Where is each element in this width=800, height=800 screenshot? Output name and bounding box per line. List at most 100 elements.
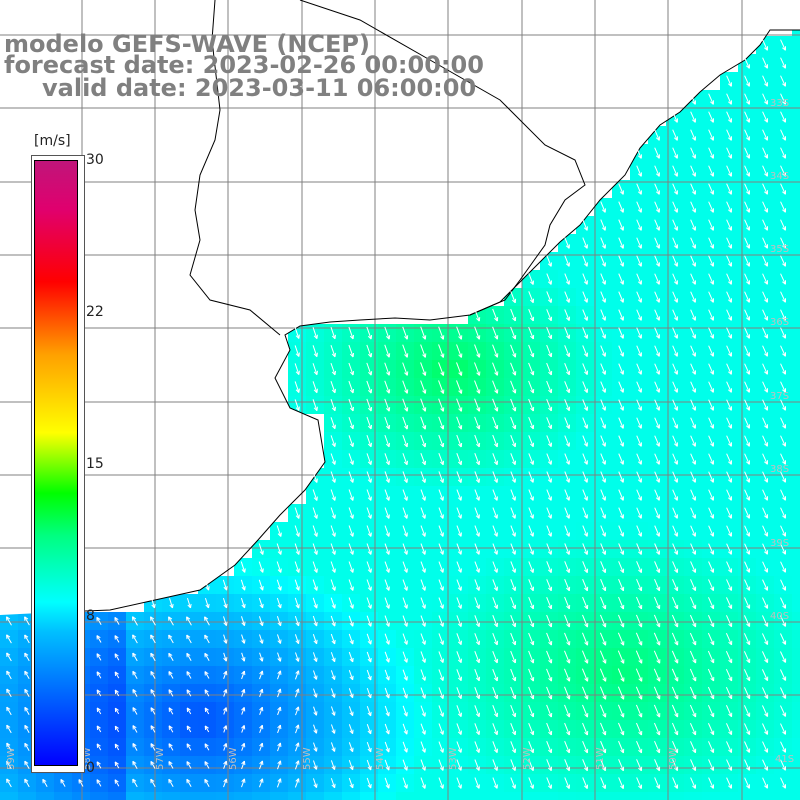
wind-arrow [348,777,354,789]
wind-arrow [438,597,444,609]
wind-arrow [636,255,642,267]
wind-arrow [528,579,535,592]
wind-arrow [330,778,336,789]
wind-arrow [636,201,642,213]
wind-arrow [690,525,696,537]
wind-arrow [186,778,192,787]
wind-cell [306,792,324,800]
wind-arrow [780,651,787,663]
wind-arrow [636,489,642,501]
wind-arrow [223,652,228,662]
wind-arrow [690,273,696,285]
wind-arrow [726,75,732,87]
wind-arrow [151,597,156,609]
wind-arrow [582,632,589,646]
wind-arrow [528,561,535,573]
wind-arrow [564,255,570,267]
wind-arrow [114,761,120,769]
wind-arrow [24,742,30,751]
wind-arrow [618,399,624,411]
wind-cell [234,792,252,800]
wind-arrow [259,634,264,644]
wind-arrow [582,614,589,628]
wind-arrow [672,201,678,213]
wind-arrow [259,724,264,733]
wind-arrow [582,363,589,375]
wind-cell [792,450,800,468]
wind-arrow [150,743,156,751]
wind-arrow [564,596,571,610]
wind-arrow [744,543,751,555]
wind-arrow [366,453,372,465]
wind-arrow [510,453,517,466]
wind-arrow [600,596,607,610]
wind-arrow [492,489,498,501]
wind-arrow [564,489,570,501]
wind-arrow [743,669,751,682]
wind-arrow [438,561,444,573]
wind-arrow [726,417,732,429]
wind-cell [450,792,468,800]
wind-cell [468,792,486,800]
wind-arrow [636,165,642,177]
wind-arrow [510,489,516,501]
wind-arrow [725,615,733,628]
wind-cell [792,576,800,594]
wind-arrow [600,614,607,628]
wind-arrow [330,688,336,698]
wind-arrow [456,579,462,591]
wind-arrow [312,399,318,412]
wind-cell [738,792,756,800]
wind-arrow [186,634,192,644]
wind-arrow [456,759,462,771]
wind-arrow [258,543,264,555]
wind-arrow [582,381,589,393]
wind-arrow [492,723,499,736]
wind-arrow [402,416,409,430]
wind-arrow [564,471,570,483]
wind-arrow [186,689,192,697]
wind-arrow [600,453,606,465]
wind-arrow [708,381,714,393]
wind-arrow [636,327,642,339]
wind-arrow [384,507,390,519]
wind-arrow [402,525,408,537]
wind-arrow [241,670,246,680]
wind-arrow [707,723,715,736]
wind-arrow [546,741,553,754]
wind-arrow [348,525,354,537]
wind-arrow [474,416,481,430]
wind-arrow [564,417,571,429]
wind-arrow [780,759,787,771]
wind-cell [108,792,126,800]
wind-arrow [474,380,481,394]
wind-arrow [762,273,769,285]
lat-label: 38S [770,464,789,475]
wind-arrow [510,380,517,394]
wind-arrow [294,327,300,339]
wind-arrow [132,707,138,715]
wind-arrow [546,471,552,483]
wind-arrow [510,759,516,771]
wind-arrow [744,561,751,573]
wind-arrow [510,326,517,340]
wind-arrow [420,741,426,753]
wind-arrow [708,237,714,249]
wind-arrow [654,435,660,447]
wind-arrow [636,399,642,411]
wind-arrow [492,668,499,682]
wind-arrow [654,129,660,141]
wind-arrow [348,651,354,663]
wind-cell [792,486,800,504]
wind-arrow [707,650,715,664]
wind-arrow [492,308,499,322]
wind-arrow [330,724,336,734]
wind-cell [792,432,800,450]
wind-arrow [618,309,624,321]
wind-arrow [708,489,714,501]
wind-arrow [726,561,733,573]
wind-arrow [420,759,426,771]
wind-arrow [402,669,408,681]
wind-arrow [762,291,769,303]
wind-arrow [294,399,300,411]
